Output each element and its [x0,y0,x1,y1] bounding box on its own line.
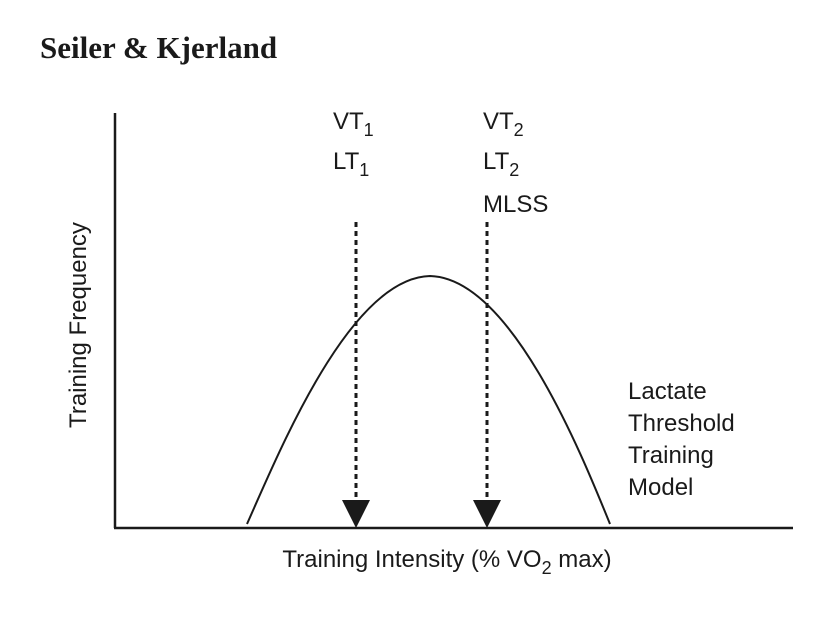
threshold-2-label-vt: VT2 [483,108,524,140]
training-frequency-curve [246,274,611,525]
threshold-1-label-vt: VT1 [333,108,374,140]
model-label-line-3: Training [628,442,714,469]
threshold-2-arrowhead [473,500,501,528]
threshold-1-arrowhead [342,500,370,528]
threshold-2-label-lt: LT2 [483,148,519,180]
page-title: Seiler & Kjerland [40,30,278,65]
model-label-line-1: Lactate [628,378,707,405]
threshold-2-label-mlss: MLSS [483,191,548,218]
model-label-line-4: Model [628,474,693,501]
y-axis-label: Training Frequency [65,222,92,428]
model-label-line-2: Threshold [628,410,735,437]
x-axis-label: Training Intensity (% VO2 max) [282,546,611,578]
threshold-1-label-lt: LT1 [333,148,369,180]
